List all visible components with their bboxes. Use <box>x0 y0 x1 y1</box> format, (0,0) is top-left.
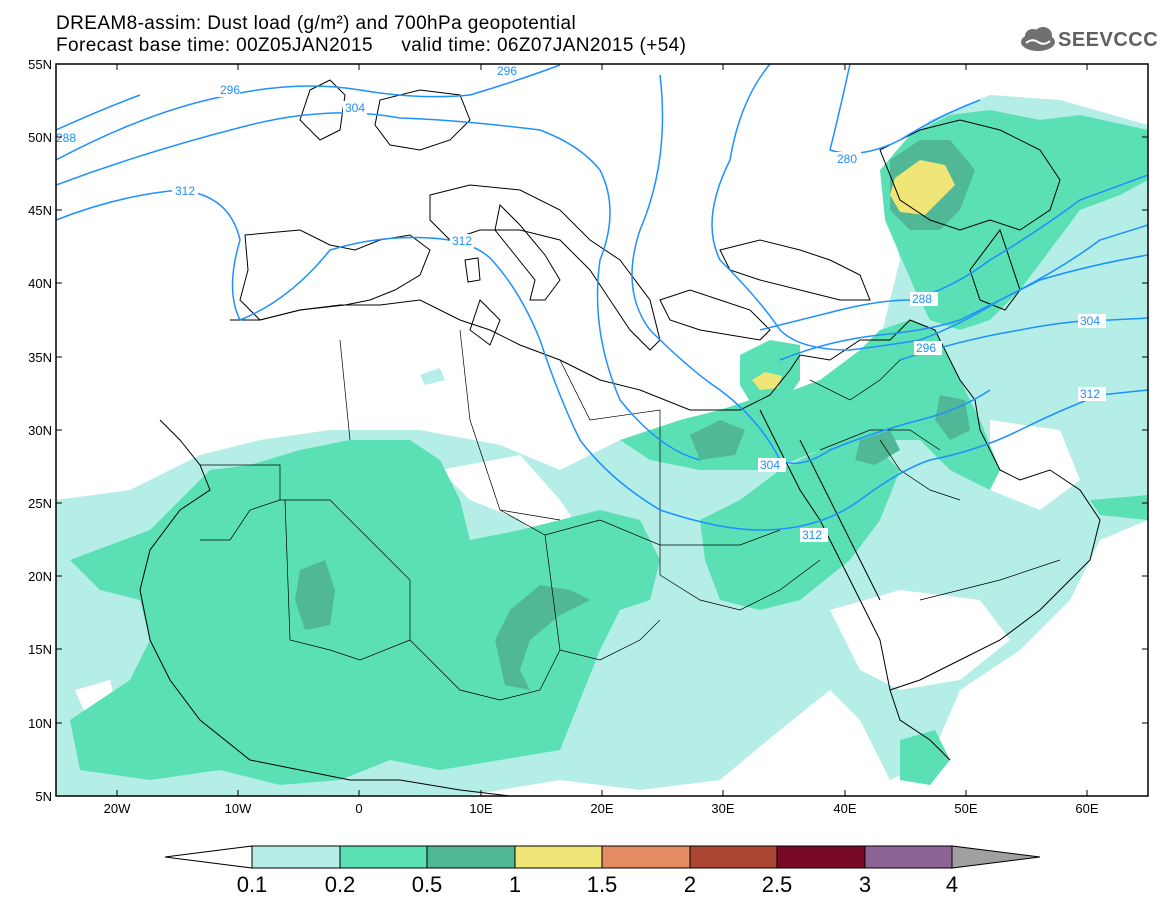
lon-label: 0 <box>355 801 362 816</box>
colorbar-segment <box>514 845 603 869</box>
seevccc-logo: SEEVCCC <box>1018 26 1158 54</box>
contour-label: 312 <box>802 528 822 542</box>
contour-label: 288 <box>912 292 932 306</box>
colorbar-label: 2.5 <box>762 872 793 897</box>
lat-label: 35N <box>28 350 52 365</box>
colorbar-label: 1 <box>509 872 521 897</box>
colorbar-label: 3 <box>859 872 871 897</box>
lat-label: 55N <box>28 57 52 72</box>
chart-title: DREAM8-assim: Dust load (g/m²) and 700hP… <box>56 13 577 34</box>
contour-label: 312 <box>175 184 195 198</box>
colorbar-segment <box>864 845 953 869</box>
lon-label: 10W <box>225 801 252 816</box>
logo-text: SEEVCCC <box>1058 29 1159 51</box>
lon-label: 30E <box>711 801 734 816</box>
colorbar-segment <box>251 845 341 869</box>
contour-label: 296 <box>220 83 240 97</box>
lat-label: 25N <box>28 496 52 511</box>
contour-label: 296 <box>916 341 936 355</box>
cloud-icon <box>1021 27 1055 51</box>
contour-label: 312 <box>1080 387 1100 401</box>
contour-label: 296 <box>497 64 517 78</box>
lon-label: 20W <box>104 801 131 816</box>
contour-label: 280 <box>837 152 857 166</box>
colorbar-segment <box>426 845 516 869</box>
lat-label: 5N <box>35 789 52 804</box>
coastlines <box>139 79 1101 796</box>
colorbar-segment <box>776 845 866 869</box>
contour-label: 304 <box>345 101 365 115</box>
colorbar-segment <box>689 845 778 869</box>
lon-label: 50E <box>954 801 977 816</box>
contour-label: 304 <box>1080 314 1100 328</box>
colorbar-segment <box>601 845 691 869</box>
lon-label: 10E <box>469 801 492 816</box>
colorbar-label: 0.5 <box>412 872 443 897</box>
contour-labels: 296 304 288 312 312 280 288 296 304 312 … <box>56 64 1106 542</box>
chart-subtitle: Forecast base time: 00Z05JAN2015 valid t… <box>56 35 687 56</box>
contour-label: 312 <box>452 234 472 248</box>
colorbar-arrow-high <box>951 845 1041 869</box>
contour-label: 288 <box>56 131 76 145</box>
colorbar-segment <box>339 845 428 869</box>
lat-label: 10N <box>28 716 52 731</box>
colorbar-label: 0.2 <box>325 872 356 897</box>
lon-label: 20E <box>590 801 613 816</box>
lat-label: 45N <box>28 203 52 218</box>
colorbar-label: 2 <box>684 872 696 897</box>
lat-label: 40N <box>28 276 52 291</box>
dust-field <box>56 95 1148 796</box>
lat-label: 50N <box>28 130 52 145</box>
colorbar-label: 0.1 <box>237 872 268 897</box>
colorbar-label: 1.5 <box>587 872 618 897</box>
lon-label: 60E <box>1075 801 1098 816</box>
longitude-axis: 20W 10W 0 10E 20E 30E 40E 50E 60E <box>104 64 1099 816</box>
contour-label: 304 <box>760 458 780 472</box>
dust-level-1 <box>752 160 955 390</box>
colorbar-label: 4 <box>946 872 958 897</box>
geopotential-contours <box>56 64 1148 531</box>
borders <box>200 329 1061 701</box>
lon-label: 40E <box>833 801 856 816</box>
lat-label: 15N <box>28 642 52 657</box>
colorbar-arrow-low <box>164 845 253 869</box>
colorbar: 0.1 0.2 0.5 1 1.5 2 2.5 3 4 <box>164 845 1041 897</box>
latitude-axis: 55N 50N 45N 40N 35N 30N 25N 20N 15N 10N … <box>28 57 1148 804</box>
lat-label: 20N <box>28 569 52 584</box>
lat-label: 30N <box>28 423 52 438</box>
